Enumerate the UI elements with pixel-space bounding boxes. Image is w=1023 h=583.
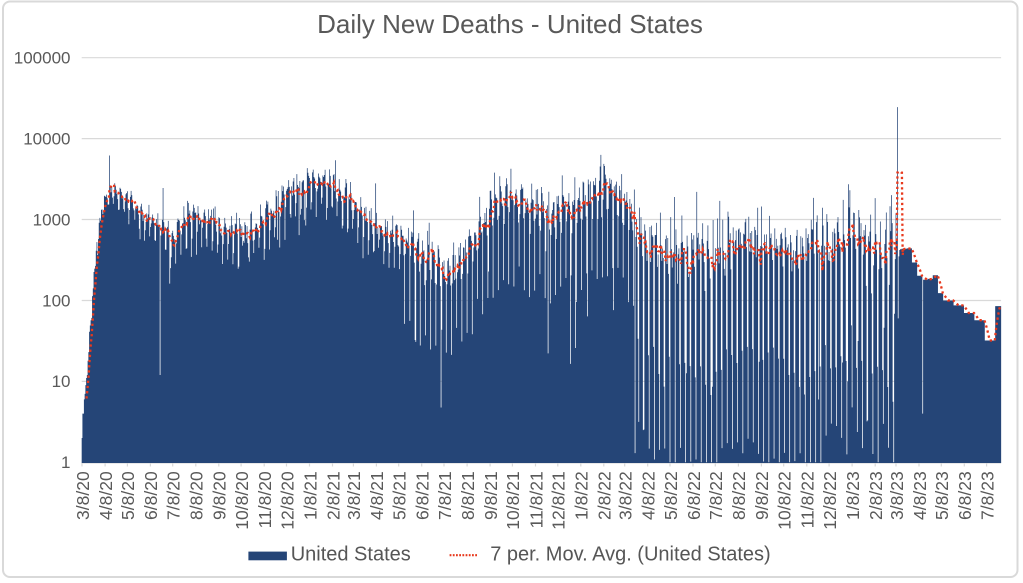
svg-text:1/8/23: 1/8/23 [843, 471, 863, 520]
svg-text:1: 1 [61, 453, 70, 472]
svg-text:7/8/23: 7/8/23 [977, 471, 997, 520]
svg-text:10/8/20: 10/8/20 [232, 471, 252, 530]
svg-text:7 per. Mov. Avg. (United State: 7 per. Mov. Avg. (United States) [490, 544, 771, 566]
svg-text:11/8/21: 11/8/21 [526, 471, 546, 528]
svg-text:10000: 10000 [23, 129, 70, 148]
svg-text:6/8/20: 6/8/20 [141, 471, 161, 520]
svg-text:11/8/22: 11/8/22 [798, 471, 818, 528]
svg-text:7/8/22: 7/8/22 [706, 471, 726, 520]
svg-text:6/8/23: 6/8/23 [955, 471, 975, 520]
svg-text:5/8/23: 5/8/23 [932, 471, 952, 520]
svg-text:3/8/23: 3/8/23 [887, 471, 907, 520]
svg-text:9/8/22: 9/8/22 [752, 471, 772, 520]
svg-text:1/8/22: 1/8/22 [572, 471, 592, 520]
svg-text:2/8/21: 2/8/21 [323, 471, 343, 520]
svg-text:4/8/20: 4/8/20 [96, 471, 116, 520]
svg-text:5/8/21: 5/8/21 [390, 471, 410, 520]
svg-text:8/8/20: 8/8/20 [187, 471, 207, 520]
svg-text:4/8/22: 4/8/22 [639, 471, 659, 520]
svg-text:1000: 1000 [33, 210, 71, 229]
svg-text:2/8/22: 2/8/22 [595, 471, 615, 520]
svg-text:8/8/22: 8/8/22 [729, 471, 749, 520]
svg-text:8/8/21: 8/8/21 [458, 471, 478, 520]
svg-text:10: 10 [52, 372, 71, 391]
svg-text:6/8/21: 6/8/21 [413, 471, 433, 520]
svg-text:4/8/21: 4/8/21 [367, 471, 387, 520]
svg-text:10/8/22: 10/8/22 [775, 471, 795, 529]
svg-text:Daily New Deaths - United Stat: Daily New Deaths - United States [317, 9, 703, 39]
svg-text:11/8/20: 11/8/20 [255, 471, 275, 528]
svg-text:6/8/22: 6/8/22 [684, 471, 704, 520]
svg-text:100: 100 [42, 291, 70, 310]
svg-text:3/8/21: 3/8/21 [344, 471, 364, 520]
svg-text:12/8/22: 12/8/22 [820, 471, 840, 529]
svg-text:7/8/21: 7/8/21 [435, 471, 455, 520]
svg-text:5/8/20: 5/8/20 [118, 471, 138, 520]
svg-text:5/8/22: 5/8/22 [661, 471, 681, 520]
svg-text:United States: United States [291, 544, 411, 566]
svg-text:12/8/20: 12/8/20 [277, 471, 297, 530]
svg-text:3/8/22: 3/8/22 [616, 471, 636, 520]
svg-text:10/8/21: 10/8/21 [503, 471, 523, 529]
svg-text:12/8/21: 12/8/21 [549, 471, 569, 529]
svg-text:3/8/20: 3/8/20 [73, 471, 93, 520]
svg-text:2/8/23: 2/8/23 [866, 471, 886, 520]
svg-text:7/8/20: 7/8/20 [164, 471, 184, 520]
svg-text:9/8/20: 9/8/20 [210, 471, 230, 520]
svg-text:4/8/23: 4/8/23 [910, 471, 930, 520]
svg-text:100000: 100000 [14, 49, 71, 68]
svg-text:1/8/21: 1/8/21 [300, 471, 320, 520]
svg-text:9/8/21: 9/8/21 [481, 471, 501, 520]
